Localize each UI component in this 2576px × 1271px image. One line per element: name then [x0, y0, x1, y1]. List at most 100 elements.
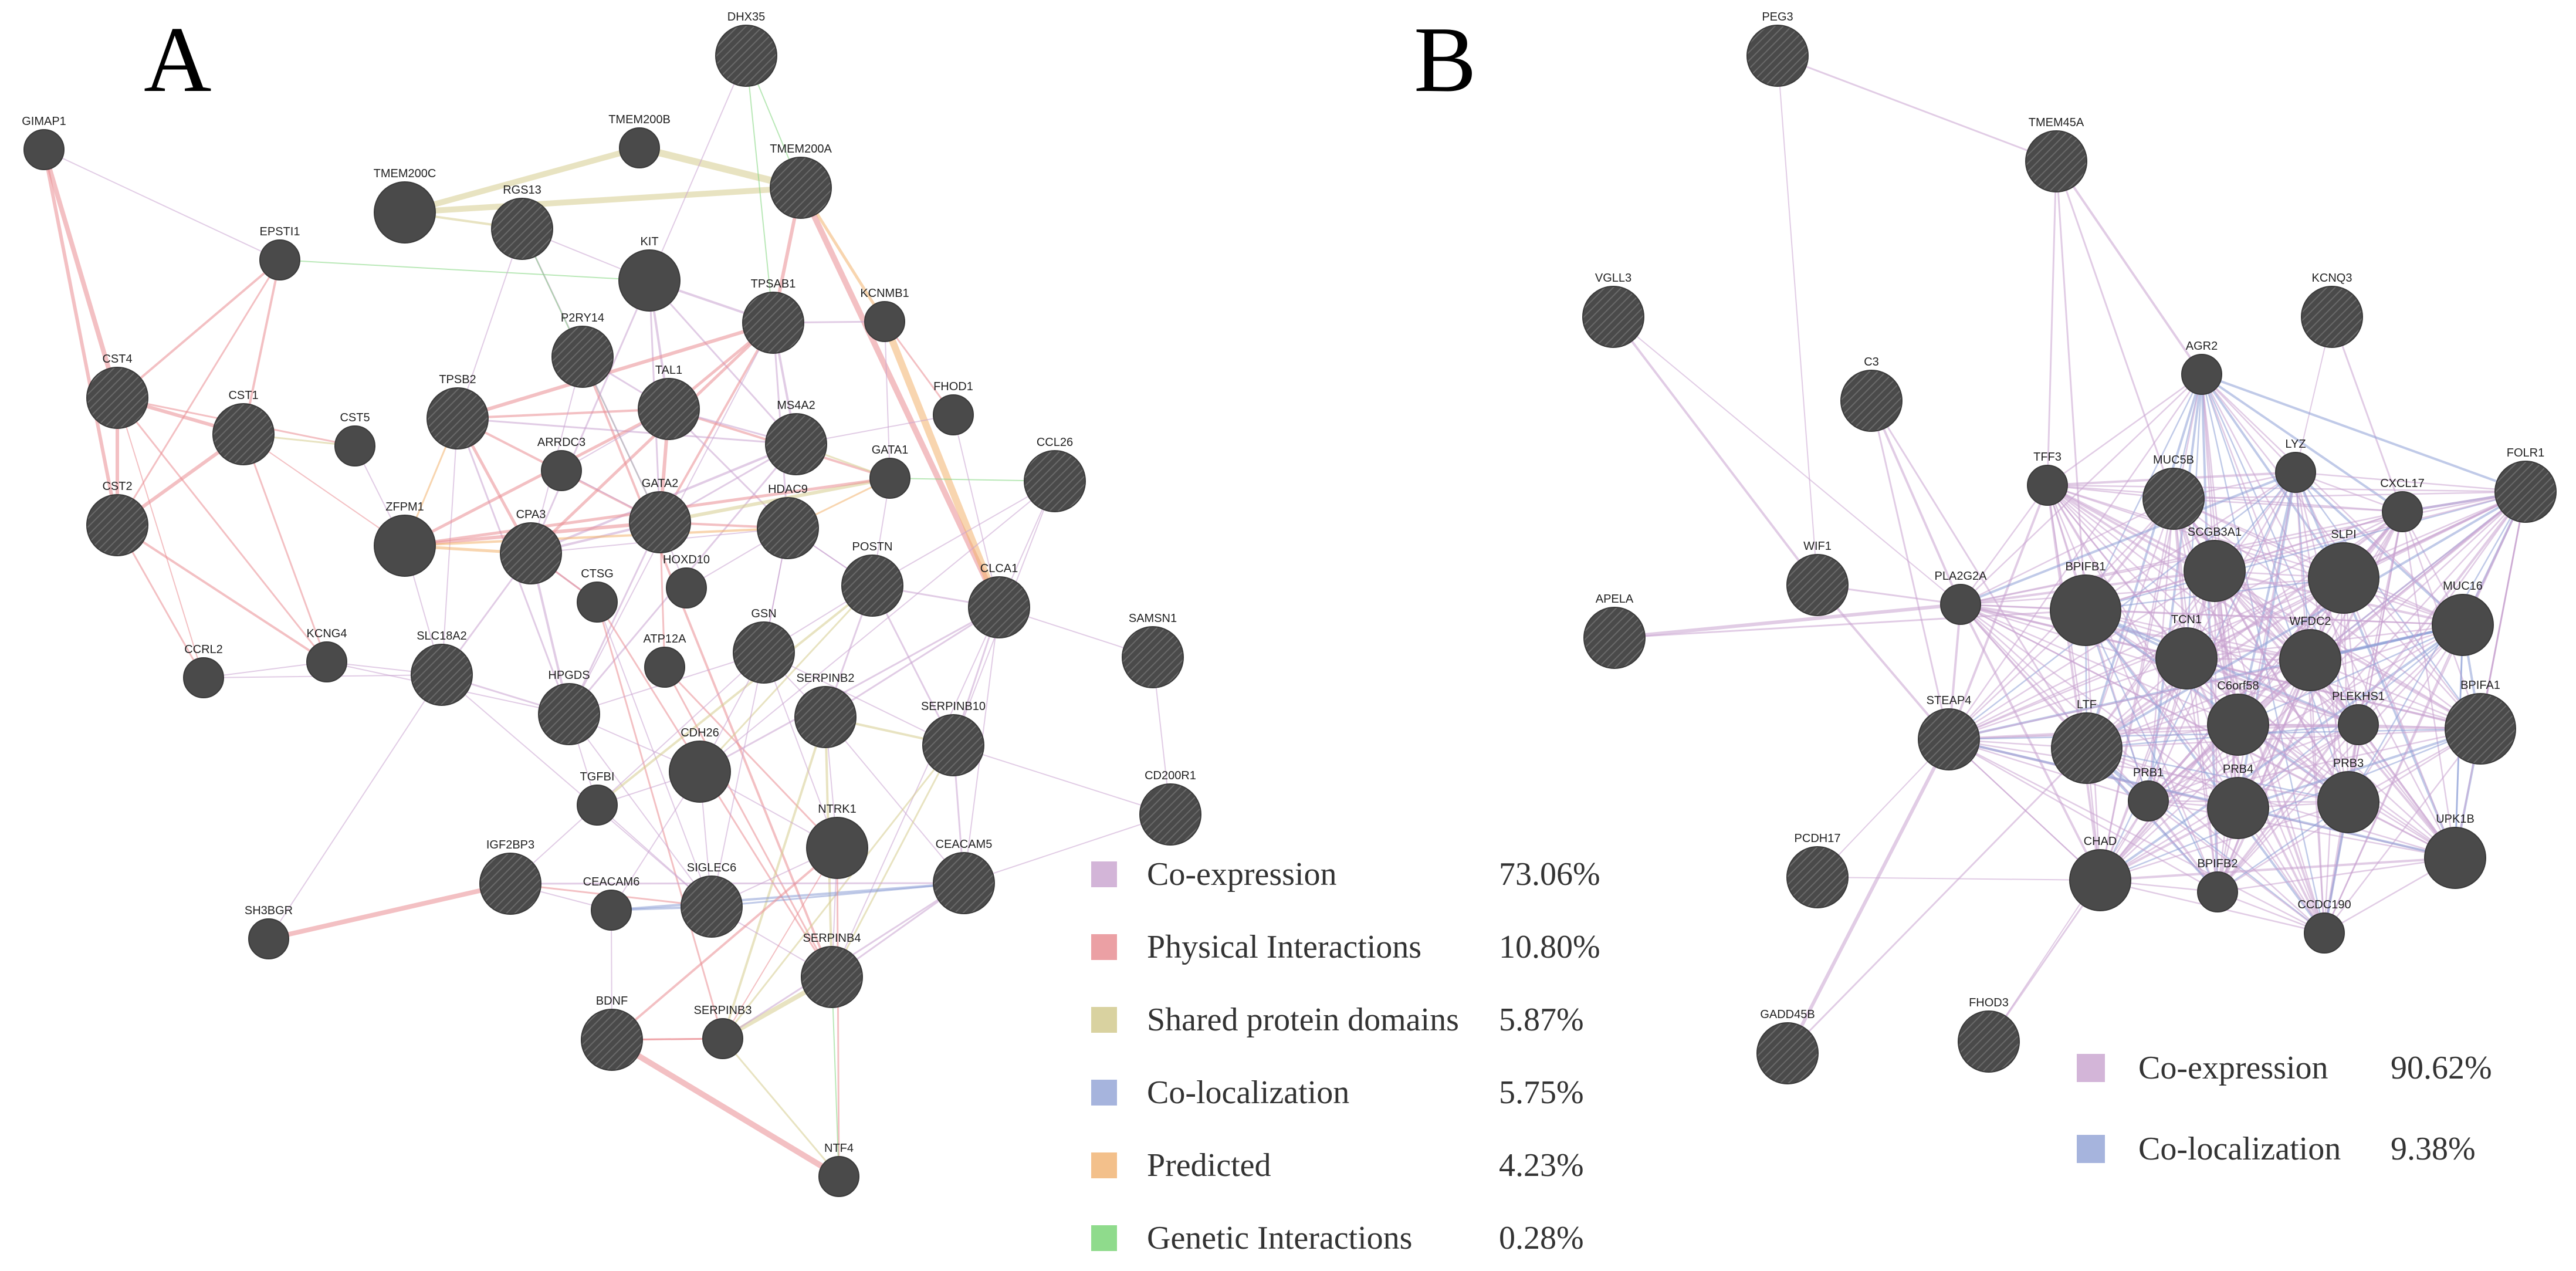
node-c6orf58[interactable]: C6orf58: [2207, 680, 2269, 756]
node-sh3bgr[interactable]: SH3BGR: [245, 904, 293, 959]
node-agr2[interactable]: AGR2: [2181, 340, 2222, 395]
node-upk1b[interactable]: UPK1B: [2424, 813, 2486, 889]
node-ms4a2[interactable]: MS4A2: [765, 399, 827, 475]
node-postn[interactable]: POSTN: [841, 540, 903, 617]
node-prb3[interactable]: PRB3: [2317, 757, 2379, 833]
node-ceacam6[interactable]: CEACAM6: [583, 875, 640, 931]
node-fhod3[interactable]: FHOD3: [1958, 996, 2020, 1073]
node-ctsg[interactable]: CTSG: [577, 567, 618, 623]
node-bpifb1[interactable]: BPIFB1: [2050, 560, 2121, 646]
node-ccl26[interactable]: CCL26: [1024, 436, 1086, 512]
node-lyz[interactable]: LYZ: [2275, 438, 2316, 493]
node-wfdc2[interactable]: WFDC2: [2279, 615, 2341, 691]
node-ceacam5[interactable]: CEACAM5: [933, 838, 995, 914]
node-bpifb2[interactable]: BPIFB2: [2197, 857, 2238, 912]
node-kcnmb1[interactable]: KCNMB1: [860, 287, 909, 342]
node-tmem45a[interactable]: TMEM45A: [2025, 116, 2087, 192]
node-gata1[interactable]: GATA1: [869, 444, 910, 499]
node-kit[interactable]: KIT: [618, 235, 681, 312]
node-zfpm1[interactable]: ZFPM1: [374, 501, 436, 577]
node-folr1[interactable]: FOLR1: [2494, 447, 2557, 523]
node-vgll3[interactable]: VGLL3: [1582, 272, 1644, 348]
node-ltf-circle: [2051, 712, 2123, 784]
node-muc16[interactable]: MUC16: [2432, 580, 2494, 656]
edge-ntrk1-ntf4: [836, 847, 840, 1178]
edge-tpsb2-slc18a2: [441, 418, 458, 675]
edge-kit-cpa3: [530, 279, 651, 555]
node-cxcl17[interactable]: CXCL17: [2380, 477, 2425, 532]
node-serpinb3[interactable]: SERPINB3: [694, 1004, 752, 1059]
node-scgb3a1[interactable]: SCGB3A1: [2184, 526, 2246, 602]
node-fhod1[interactable]: FHOD1: [933, 380, 974, 435]
node-hdac9[interactable]: HDAC9: [757, 483, 819, 559]
node-cdh26[interactable]: CDH26: [669, 726, 731, 803]
node-tcn1[interactable]: TCN1: [2155, 613, 2218, 689]
node-tgfbi[interactable]: TGFBI: [577, 770, 618, 826]
node-prb1[interactable]: PRB1: [2128, 766, 2169, 822]
node-prb1-circle: [2128, 780, 2169, 822]
node-tmem200b[interactable]: TMEM200B: [608, 113, 671, 168]
node-serpinb10[interactable]: SERPINB10: [921, 700, 986, 776]
node-kcnq3[interactable]: KCNQ3: [2301, 272, 2363, 348]
panel-b-legend-label-co-expression: Co-expression: [2138, 1050, 2328, 1086]
node-p2ry14[interactable]: P2RY14: [551, 312, 614, 388]
node-dhx35[interactable]: DHX35: [715, 11, 777, 87]
node-steap4[interactable]: STEAP4: [1918, 694, 1980, 770]
node-pcdh17[interactable]: PCDH17: [1786, 832, 1849, 908]
edge-prb3-steap4: [1948, 738, 2350, 803]
node-igf2bp3[interactable]: IGF2BP3: [479, 839, 541, 915]
node-bpifa1[interactable]: BPIFA1: [2445, 679, 2516, 765]
node-slc18a2[interactable]: SLC18A2: [411, 630, 473, 706]
node-slpi[interactable]: SLPI: [2308, 528, 2379, 614]
node-atp12a[interactable]: ATP12A: [644, 633, 687, 688]
node-pla2g2a[interactable]: PLA2G2A: [1935, 570, 1988, 625]
node-arrdc3[interactable]: ARRDC3: [537, 436, 585, 491]
node-wif1[interactable]: WIF1: [1786, 540, 1849, 616]
node-tmem200a[interactable]: TMEM200A: [770, 143, 832, 219]
node-apela[interactable]: APELA: [1583, 593, 1646, 669]
edge-gadd45b-steap4: [1786, 738, 1951, 1055]
node-bdnf[interactable]: BDNF: [581, 995, 643, 1071]
node-chad-circle: [2069, 849, 2131, 911]
node-folr1-label: FOLR1: [2507, 447, 2544, 459]
node-tpsab1[interactable]: TPSAB1: [742, 278, 804, 354]
node-prb4[interactable]: PRB4: [2207, 763, 2269, 839]
node-tff3[interactable]: TFF3: [2027, 451, 2068, 506]
node-c3[interactable]: C3: [1840, 356, 1903, 432]
node-hoxd10[interactable]: HOXD10: [663, 553, 710, 609]
node-tal1[interactable]: TAL1: [638, 364, 700, 440]
node-ccrl2[interactable]: CCRL2: [183, 643, 224, 698]
node-epsti1[interactable]: EPSTI1: [259, 225, 300, 280]
node-ltf[interactable]: LTF: [2051, 698, 2123, 784]
node-gadd45b[interactable]: GADD45B: [1756, 1008, 1819, 1084]
node-cpa3[interactable]: CPA3: [500, 508, 562, 584]
node-gata2[interactable]: GATA2: [629, 477, 691, 553]
node-serpinb4[interactable]: SERPINB4: [801, 932, 863, 1008]
node-cst4[interactable]: CST4: [86, 353, 148, 429]
node-peg3-circle: [1746, 25, 1809, 87]
node-tmem200c[interactable]: TMEM200C: [374, 167, 436, 244]
node-cst1[interactable]: CST1: [212, 389, 275, 465]
node-muc5b[interactable]: MUC5B: [2142, 454, 2205, 530]
node-wfdc2-label: WFDC2: [2289, 615, 2331, 628]
node-cst2[interactable]: CST2: [86, 480, 148, 556]
node-clca1[interactable]: CLCA1: [968, 562, 1030, 638]
node-tpsb2[interactable]: TPSB2: [426, 373, 489, 449]
node-gimap1[interactable]: GIMAP1: [22, 115, 66, 170]
node-rgs13[interactable]: RGS13: [491, 184, 553, 260]
edge-tgfbi-gsn: [597, 652, 764, 806]
node-gsn[interactable]: GSN: [733, 607, 795, 684]
node-cst5[interactable]: CST5: [334, 411, 375, 467]
node-plekhs1[interactable]: PLEKHS1: [2332, 690, 2385, 745]
node-ccdc190[interactable]: CCDC190: [2297, 898, 2351, 954]
node-ntf4[interactable]: NTF4: [818, 1142, 859, 1197]
node-cd200r1[interactable]: CD200R1: [1139, 769, 1201, 846]
node-siglec6[interactable]: SIGLEC6: [681, 861, 743, 938]
node-hpgds[interactable]: HPGDS: [538, 669, 600, 745]
node-chad[interactable]: CHAD: [2069, 835, 2131, 911]
node-ntrk1[interactable]: NTRK1: [806, 803, 868, 879]
node-serpinb2[interactable]: SERPINB2: [794, 672, 857, 748]
node-peg3[interactable]: PEG3: [1746, 11, 1809, 87]
node-samsn1[interactable]: SAMSN1: [1122, 612, 1184, 688]
node-kcng4[interactable]: KCNG4: [306, 627, 347, 682]
